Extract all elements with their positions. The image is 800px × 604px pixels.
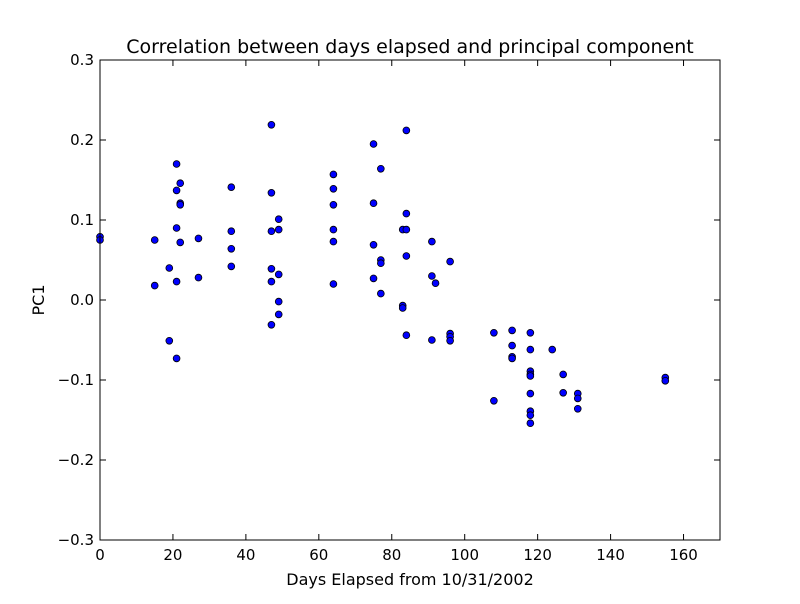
data-point — [369, 140, 378, 148]
x-tick-label: 100 — [450, 546, 479, 564]
y-tick-label: 0.3 — [70, 51, 94, 69]
data-point — [446, 336, 454, 345]
data-point — [446, 257, 454, 266]
y-tick-label: −0.2 — [58, 451, 94, 469]
x-tick-label: 160 — [669, 546, 698, 564]
data-point — [402, 252, 411, 260]
data-point — [176, 201, 185, 209]
data-point — [369, 274, 378, 283]
data-point — [490, 396, 498, 405]
data-point — [165, 336, 174, 345]
data-point — [508, 326, 516, 335]
data-point — [428, 237, 436, 246]
y-tick-label: −0.1 — [58, 371, 94, 389]
data-point — [267, 277, 276, 286]
data-point — [402, 331, 411, 340]
data-point — [490, 328, 498, 337]
data-point — [526, 345, 535, 354]
data-point — [428, 272, 436, 280]
data-point — [573, 394, 582, 403]
data-point — [526, 372, 535, 380]
y-tick-label: 0.2 — [70, 131, 94, 149]
data-point — [402, 126, 411, 135]
data-point — [267, 189, 276, 197]
data-point — [172, 160, 181, 168]
data-point — [267, 121, 276, 129]
data-point — [329, 280, 338, 288]
data-point — [548, 345, 557, 354]
y-tick-label: −0.3 — [58, 531, 94, 549]
chart-title: Correlation between days elapsed and pri… — [126, 36, 693, 58]
data-point — [508, 354, 516, 363]
data-point — [172, 277, 181, 286]
data-point — [172, 224, 181, 232]
data-point — [508, 341, 516, 350]
plot-frame — [99, 59, 721, 541]
data-point — [267, 320, 276, 329]
data-point — [150, 236, 159, 244]
data-point — [398, 304, 407, 312]
data-point — [559, 370, 567, 379]
data-point — [559, 388, 567, 397]
data-point — [402, 225, 411, 234]
data-point — [274, 225, 283, 234]
data-point — [194, 273, 203, 282]
data-point — [661, 376, 670, 385]
data-point — [329, 170, 338, 179]
data-point — [194, 234, 203, 243]
data-point — [526, 419, 535, 428]
data-point — [377, 259, 385, 268]
data-point — [402, 209, 411, 218]
data-point — [176, 238, 185, 247]
data-point — [369, 199, 378, 208]
data-point — [227, 227, 236, 236]
x-tick-label: 140 — [596, 546, 625, 564]
x-tick-label: 0 — [95, 546, 105, 564]
x-tick-label: 60 — [309, 546, 328, 564]
data-point — [329, 185, 338, 193]
data-point — [526, 411, 535, 420]
data-point — [227, 183, 236, 192]
data-point — [431, 279, 440, 288]
data-point — [267, 264, 276, 273]
data-point — [369, 241, 378, 249]
data-point — [329, 225, 338, 234]
x-tick-label: 40 — [236, 546, 255, 564]
data-point — [267, 227, 276, 236]
data-point — [329, 201, 338, 209]
data-point — [428, 336, 436, 344]
x-axis-label: Days Elapsed from 10/31/2002 — [286, 570, 534, 589]
data-point — [329, 237, 338, 246]
axis-ticks: 0 20 40 60 80 100 120 140 160 −0.3 −0.2 −0.1 0.0 0.1 0… — [58, 51, 720, 564]
data-point — [377, 289, 385, 298]
data-point — [150, 281, 159, 290]
x-tick-label: 20 — [163, 546, 182, 564]
data-point — [274, 215, 283, 224]
data-point — [526, 328, 535, 337]
data-point — [172, 186, 181, 195]
data-point — [227, 245, 236, 253]
data-point — [176, 179, 185, 188]
x-tick-label: 120 — [523, 546, 552, 564]
data-point — [274, 270, 283, 279]
data-point — [172, 354, 181, 363]
data-point — [227, 262, 236, 271]
y-axis-label: PC1 — [29, 285, 48, 316]
data-points — [96, 121, 670, 428]
data-point — [274, 310, 283, 319]
data-point — [274, 297, 283, 306]
data-point — [526, 389, 535, 398]
data-point — [573, 404, 582, 413]
x-tick-label: 80 — [382, 546, 401, 564]
y-tick-label: 0.0 — [70, 291, 94, 309]
data-point — [165, 264, 174, 272]
y-tick-label: 0.1 — [70, 211, 94, 229]
data-point — [377, 165, 385, 173]
